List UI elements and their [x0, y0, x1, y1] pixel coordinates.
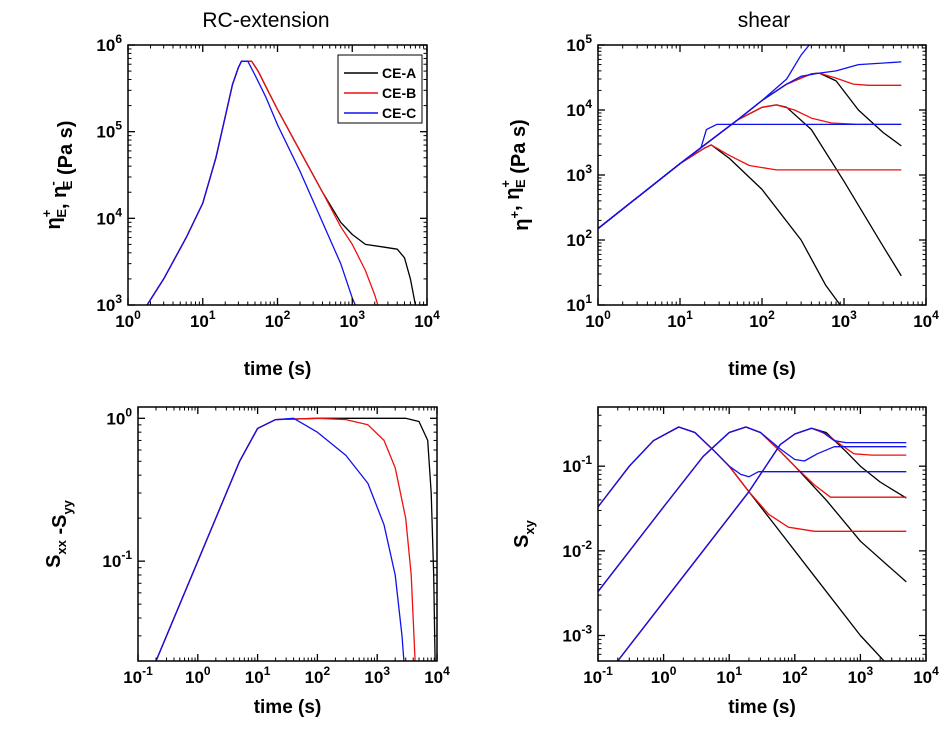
x-axis-label: time (s)	[728, 359, 796, 380]
series-line-ce-c-7	[598, 61, 902, 230]
series-line-ce-a-1	[598, 426, 907, 592]
x-tick-label: 102	[749, 308, 775, 331]
y-tick-label: 101	[566, 292, 592, 315]
series-line-ce-c-8	[598, 45, 811, 230]
x-tick-label: 102	[265, 308, 291, 331]
series-line-ce-b-4	[598, 426, 907, 592]
series-line-ce-a-2	[598, 72, 902, 230]
x-tick-label: 102	[305, 664, 331, 687]
y-tick-label: 100	[106, 405, 132, 428]
y-tick-label: 103	[96, 292, 122, 315]
series-line-ce-a-2	[617, 427, 907, 661]
series-line-ce-a-0	[155, 417, 436, 661]
plot-frame	[137, 406, 438, 662]
x-tick-label: 101	[245, 664, 271, 687]
plot-frame	[597, 44, 927, 306]
series-line-ce-b-5	[617, 427, 907, 661]
x-tick-label: 101	[190, 308, 216, 331]
x-tick-label: 103	[831, 308, 857, 331]
x-tick-label: 103	[339, 308, 365, 331]
y-tick-label: 10-3	[562, 623, 592, 646]
y-tick-label: 102	[566, 227, 592, 250]
legend-box	[337, 54, 423, 124]
series-line-ce-b-5	[598, 72, 902, 230]
x-tick-label: 104	[414, 308, 440, 331]
right-column-title: shear	[738, 9, 791, 32]
y-axis-label: η+E, η-E (Pa s)	[39, 121, 77, 230]
series-line-ce-c-8	[617, 427, 907, 661]
x-tick-label: 103	[848, 664, 874, 687]
y-tick-label: 10-2	[562, 538, 592, 561]
y-axis-label: Sxx -Syy	[43, 499, 75, 568]
x-axis-label: time (s)	[728, 697, 796, 718]
x-tick-label: 100	[651, 664, 677, 687]
series-line-ce-c-6	[598, 123, 902, 230]
x-tick-label: 101	[667, 308, 693, 331]
legend: CE-A CE-B CE-C	[337, 54, 423, 124]
chart-shear-stress: 10-1 100 101 102 103 104 10-3 10-2 10-1 time (s) S…	[511, 406, 939, 718]
series-line-ce-a-0	[598, 144, 841, 305]
series-line-ce-c-7	[598, 426, 907, 592]
chart-ext-stress: 10-1 100 101 102 103 104 10-1 100 time (s) Sxx -S…	[43, 405, 450, 718]
x-tick-label: 104	[913, 308, 939, 331]
plot-frame	[597, 406, 927, 662]
y-tick-label: 105	[566, 32, 592, 55]
y-tick-label: 103	[566, 162, 592, 185]
x-tick-label: 104	[424, 664, 450, 687]
series-line-ce-c-2	[146, 60, 356, 305]
y-tick-label: 104	[96, 205, 122, 228]
y-axis-label: η+, η+E (Pa s)	[498, 119, 533, 230]
series-layer	[155, 417, 436, 661]
series-line-ce-c-2	[155, 417, 405, 661]
legend-label-ce-a: CE-A	[382, 65, 416, 81]
x-tick-label: 100	[185, 664, 211, 687]
legend-label-ce-b: CE-B	[382, 85, 416, 101]
y-tick-label: 10-1	[562, 453, 592, 476]
chart-ext-viscosity: 100 101 102 103 104 103 104 105 106 time (s) η+E, …	[39, 32, 440, 380]
x-tick-label: 102	[782, 664, 808, 687]
x-axis-label: time (s)	[244, 359, 312, 380]
x-tick-label: 10-1	[123, 664, 153, 687]
y-tick-label: 10-1	[102, 548, 132, 571]
series-layer	[146, 60, 417, 305]
x-tick-label: 101	[716, 664, 742, 687]
series-layer	[598, 426, 907, 661]
x-tick-label: 100	[585, 308, 611, 331]
y-axis-label: Sxy	[511, 519, 537, 548]
series-line-ce-b-3	[598, 144, 902, 230]
x-tick-label: 10-1	[583, 664, 613, 687]
series-layer	[598, 45, 902, 305]
y-tick-label: 104	[566, 97, 592, 120]
y-tick-label: 106	[96, 32, 122, 55]
series-line-ce-b-1	[155, 417, 416, 661]
series-line-ce-c-6	[598, 426, 907, 508]
series-line-ce-a-1	[598, 104, 902, 277]
left-column-title: RC-extension	[202, 9, 329, 32]
x-tick-label: 100	[115, 308, 141, 331]
x-tick-label: 104	[913, 664, 939, 687]
y-tick-label: 105	[96, 119, 122, 142]
x-tick-label: 103	[364, 664, 390, 687]
series-line-ce-a-0	[598, 426, 885, 661]
series-line-ce-b-4	[598, 104, 902, 230]
legend-label-ce-c: CE-C	[382, 105, 416, 121]
x-axis-label: time (s)	[254, 697, 322, 718]
